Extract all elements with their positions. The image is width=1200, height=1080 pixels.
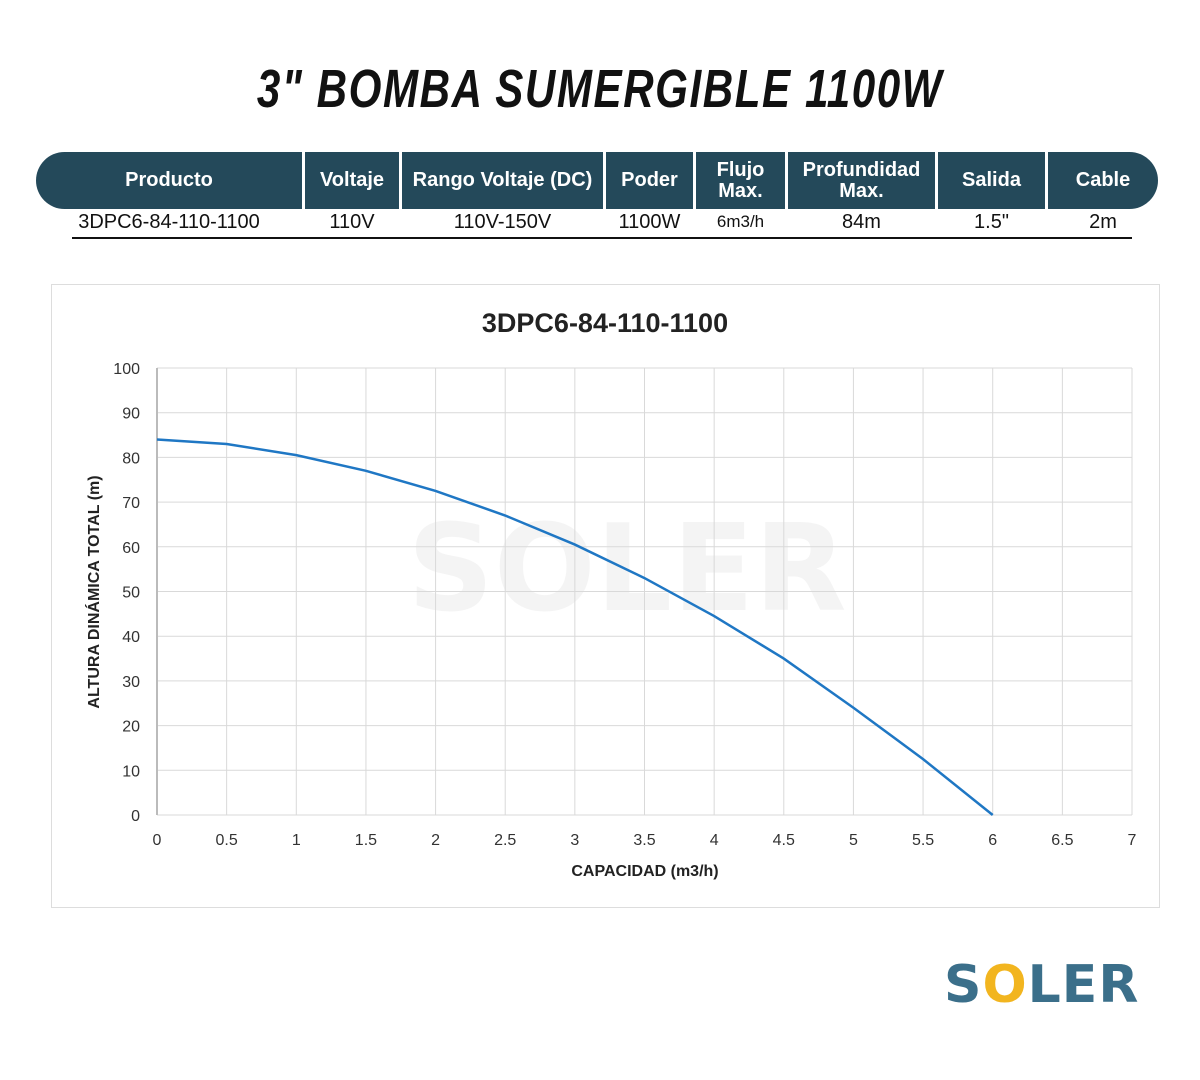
table-header: Profundidad Max. [788, 152, 935, 209]
table-cell: 6m3/h [716, 212, 765, 231]
y-tick-label: 10 [122, 763, 140, 780]
table-cell: 110V [329, 210, 375, 233]
x-tick-label: 0.5 [216, 832, 238, 849]
y-tick-label: 100 [113, 361, 140, 378]
y-tick-label: 60 [122, 540, 140, 557]
table-header: Producto [36, 152, 302, 209]
y-tick-label: 20 [122, 719, 140, 736]
table-cell: 1100W [618, 210, 681, 233]
table-header: Poder [606, 152, 693, 209]
y-axis-label: ALTURA DINÁMICA TOTAL (m) [84, 475, 103, 708]
table-cell: 2m [1089, 210, 1117, 233]
y-tick-label: 70 [122, 495, 140, 512]
y-tick-label: 0 [131, 808, 140, 825]
x-tick-label: 2 [431, 832, 440, 849]
table-header: Cable [1048, 152, 1158, 209]
x-tick-label: 4.5 [773, 832, 795, 849]
x-tick-label: 3.5 [633, 832, 655, 849]
y-tick-label: 90 [122, 406, 140, 423]
table-header: Rango Voltaje (DC) [402, 152, 603, 209]
table-cell: 3DPC6-84-110-1100 [78, 210, 260, 233]
x-tick-label: 5 [849, 832, 858, 849]
x-tick-label: 1.5 [355, 832, 377, 849]
y-tick-label: 30 [122, 674, 140, 691]
table-cell: 1.5" [974, 210, 1009, 233]
chart-frame [51, 284, 1160, 908]
x-tick-label: 6.5 [1051, 832, 1073, 849]
x-tick-label: 6 [988, 832, 997, 849]
y-tick-label: 40 [122, 629, 140, 646]
y-tick-label: 80 [122, 450, 140, 467]
x-tick-label: 4 [710, 832, 719, 849]
table-header: Salida [938, 152, 1045, 209]
table-header: Flujo Max. [696, 152, 785, 209]
x-axis-label: CAPACIDAD (m3/h) [571, 863, 718, 880]
table-cell: 110V-150V [453, 210, 552, 233]
x-tick-label: 7 [1128, 832, 1137, 849]
table-header: Voltaje [305, 152, 399, 209]
x-tick-label: 3 [570, 832, 579, 849]
x-tick-label: 5.5 [912, 832, 934, 849]
table-cell: 84m [842, 210, 881, 233]
x-tick-label: 0 [153, 832, 162, 849]
chart-title: 3DPC6-84-110-1100 [482, 308, 728, 338]
table-rule [72, 237, 1132, 239]
series-line [156, 438, 994, 816]
x-tick-label: 2.5 [494, 832, 516, 849]
soler-logo: SOLER [944, 955, 1140, 1015]
y-tick-label: 50 [122, 585, 140, 602]
x-tick-label: 1 [292, 832, 301, 849]
page-title: 3" BOMBA SUMERGIBLE 1100W [256, 59, 944, 119]
